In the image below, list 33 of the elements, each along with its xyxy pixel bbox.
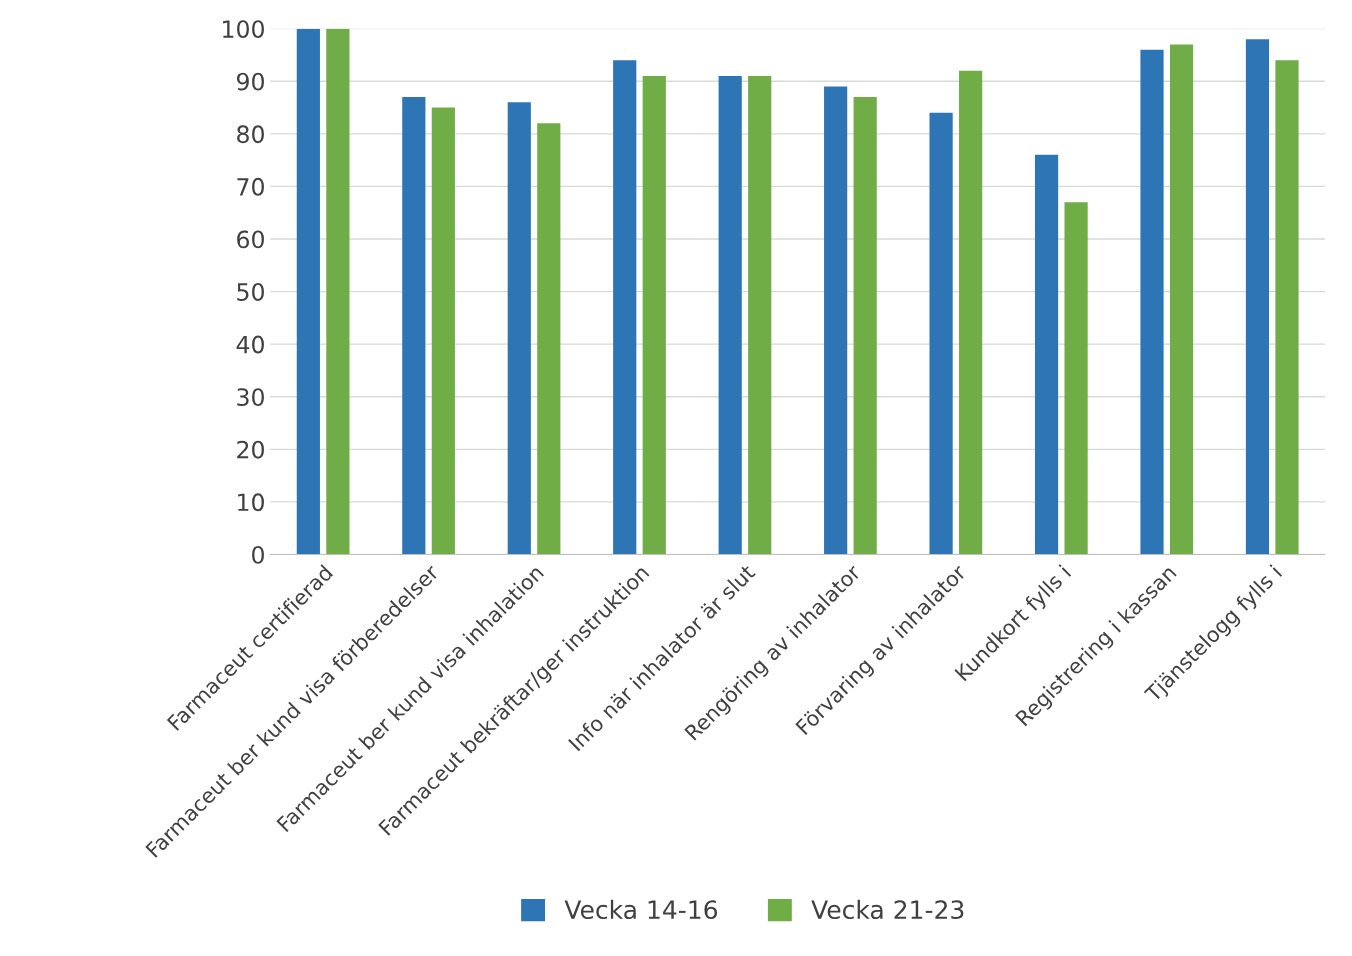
bar [853,97,877,555]
legend-label: Vecka 14-16 [564,899,718,920]
bar [1275,60,1299,555]
bar [1034,154,1059,555]
y-tick-label: 20 [237,440,264,459]
legend-label: Vecka 21-23 [811,899,964,920]
bar [748,76,772,555]
y-tick-label: 60 [237,230,264,249]
bar [431,107,455,555]
bar [718,76,742,555]
bar [824,86,848,555]
y-tick-label: 50 [237,283,264,301]
bar [537,123,561,555]
bar [613,60,637,555]
y-tick-label: 40 [236,335,264,354]
bar [507,102,531,555]
bar [326,28,350,555]
bar [1140,49,1164,555]
y-tick-label: 90 [236,72,264,91]
bar [1169,44,1194,555]
y-tick-label: 10 [238,493,264,512]
bar [1064,202,1088,555]
y-tick-label: 70 [237,177,264,196]
bar [959,70,983,555]
bar [1245,39,1270,555]
bar [402,97,426,555]
y-tick-label: 0 [252,545,264,564]
bar [642,76,666,555]
y-tick-label: 30 [237,388,264,407]
y-tick-label: 80 [237,125,264,144]
bar [296,28,320,555]
y-tick-label: 100 [223,20,264,38]
bar [929,112,953,555]
